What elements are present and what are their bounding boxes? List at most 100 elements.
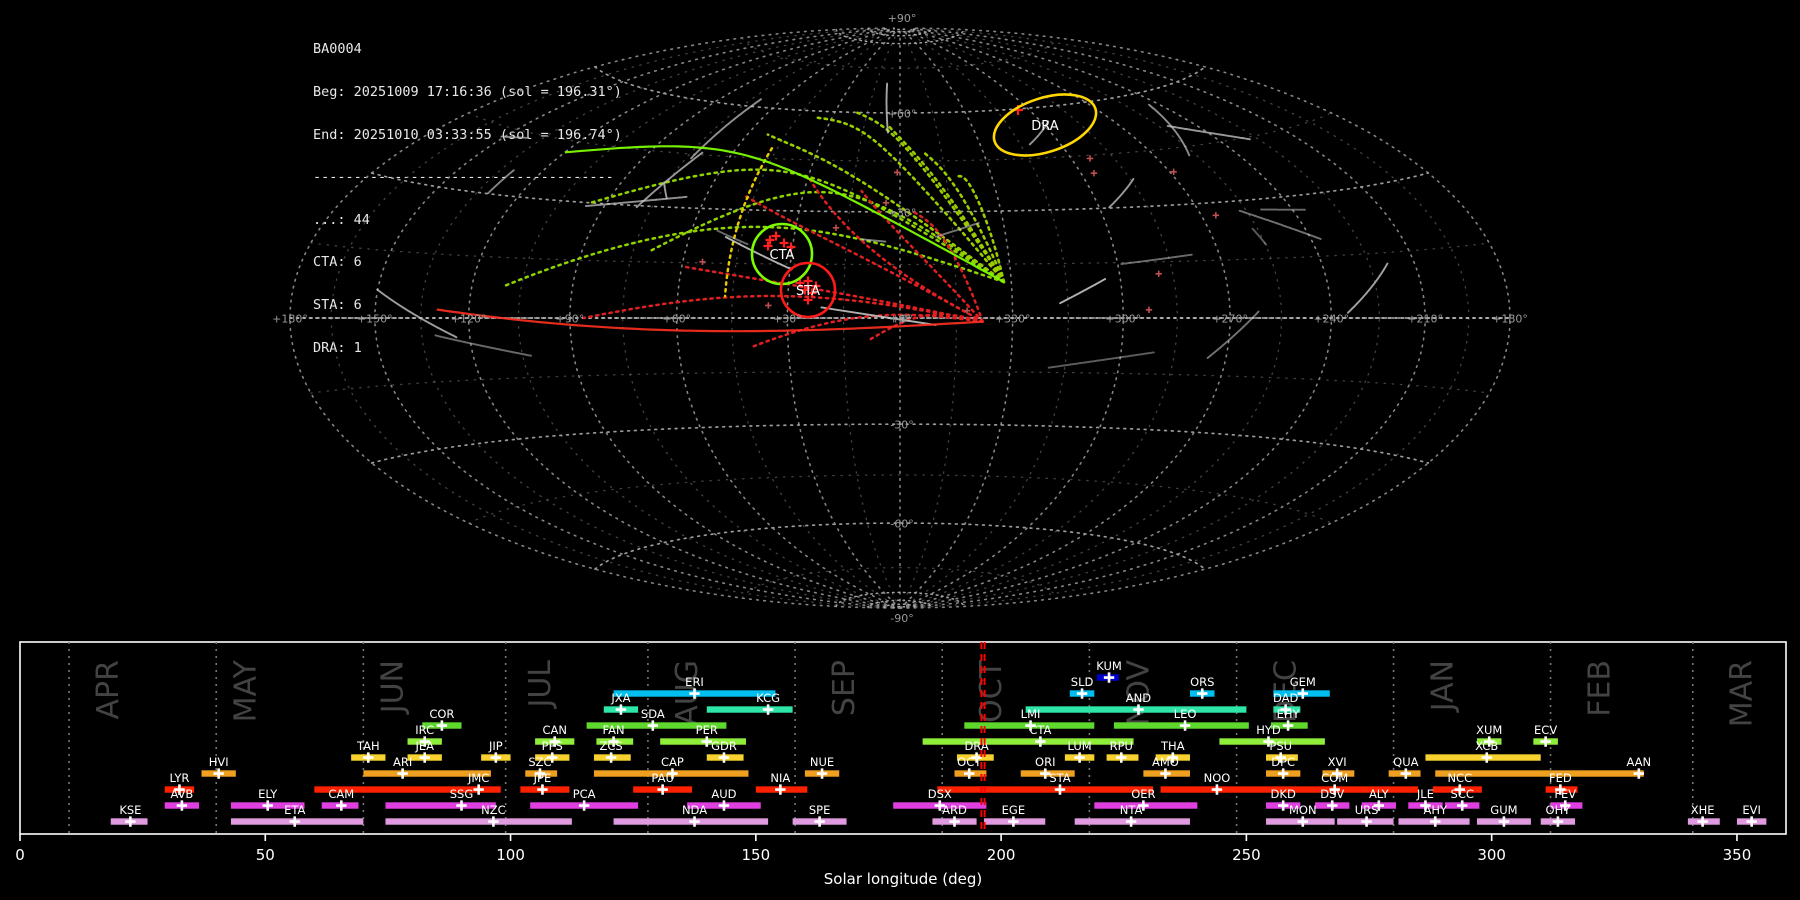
shower-entry[interactable]: CAN [535,723,575,747]
shower-entry[interactable]: XVI [1322,755,1355,779]
shower-entry[interactable]: EGE [983,803,1046,827]
shower-entry[interactable]: AVB [164,787,200,811]
shower-entry[interactable]: JIP [481,739,511,763]
shower-activity-bar[interactable] [1270,786,1419,793]
shower-timeline-panel[interactable]: APRMAYJUNJULAUGSEPOCTNOVDECJANFEBMAR KUM… [0,630,1800,900]
shower-entry[interactable]: GUM [1476,803,1531,827]
shower-entry[interactable]: AAN [1435,755,1651,779]
shower-entry[interactable]: SPE [792,803,847,827]
shower-entry[interactable]: JMC [314,771,501,795]
radiant-dra[interactable]: DRA [986,83,1103,167]
shower-activity-bar[interactable] [314,786,501,793]
shower-entry[interactable]: JXA [603,691,639,715]
shower-entry[interactable]: IRC [407,723,442,747]
shower-entry[interactable]: LEO [1113,707,1249,731]
shower-entry[interactable]: CTA [922,723,1134,747]
shower-entry[interactable]: JPE [520,771,570,795]
shower-entry[interactable]: LMI [964,707,1095,731]
shower-activity-bar[interactable] [937,786,1154,793]
shower-entry[interactable]: JEA [407,739,442,763]
shower-entry[interactable]: NOO [1160,771,1271,795]
shower-entry[interactable]: ORI [1020,755,1075,779]
shower-entry[interactable]: KUM [1096,659,1122,683]
shower-entry[interactable]: COM [1270,771,1419,795]
shower-entry[interactable]: ARD [932,803,977,827]
shower-entry[interactable]: NZC [385,803,572,827]
shower-entry[interactable]: URS [1337,803,1394,827]
shower-activity-bar[interactable] [1435,770,1644,777]
shower-entry[interactable]: ZCS [593,739,631,763]
shower-entry[interactable]: CAM [321,787,359,811]
shower-activity-bar[interactable] [706,706,793,713]
shower-entry[interactable]: GDR [706,739,744,763]
shower-entry[interactable]: OER [1094,787,1198,811]
shower-entry[interactable]: AMO [1143,755,1190,779]
shower-entry[interactable]: HVI [201,755,236,779]
shower-peak-marker [1297,688,1308,699]
shower-entry[interactable]: ELY [230,787,305,811]
shower-entry[interactable]: PCA [530,787,639,811]
shower-entry[interactable]: ECV [1533,723,1558,747]
shower-entry[interactable]: DPC [1266,755,1301,779]
shower-entry[interactable]: LYR [164,771,195,795]
shower-entry[interactable]: NUE [804,755,840,779]
shower-entry[interactable]: SZC [525,755,558,779]
shower-entry[interactable]: XHE [1687,803,1720,827]
timeline-shower-bars[interactable]: KUM ERI SLD ORS GEM JXA KCG AND DAD COR SDA LMI LEO E… [110,659,1767,827]
shower-entry[interactable]: MON [1266,803,1335,827]
shower-activity-bar[interactable] [385,802,496,809]
shower-entry[interactable]: PSU [1266,739,1298,763]
shower-code-label: JXA [610,691,630,705]
shower-activity-bar[interactable] [922,738,1134,745]
shower-entry[interactable]: GEM [1273,675,1330,699]
shower-entry[interactable]: ARI [363,755,491,779]
shower-entry[interactable]: DSV [1315,787,1350,811]
shower-entry[interactable]: STA [937,771,1154,795]
shower-entry[interactable]: FEV [1550,787,1583,811]
shower-entry[interactable]: XUM [1476,723,1502,747]
shower-entry[interactable]: PAU [633,771,693,795]
shower-entry[interactable]: DKD [1266,787,1301,811]
shower-entry[interactable]: NCC [1432,771,1482,795]
shower-entry[interactable]: AHY [1398,803,1470,827]
shower-entry[interactable]: DAD [1273,691,1301,715]
shower-entry[interactable]: KCG [706,691,793,715]
shower-entry[interactable]: PPS [535,739,570,763]
shower-entry[interactable]: OCT [954,755,987,779]
shower-entry[interactable]: TAH [351,739,386,763]
shower-entry[interactable]: ETA [230,803,364,827]
shower-entry[interactable]: AUD [687,787,761,811]
shower-activity-bar[interactable] [385,818,572,825]
shower-entry[interactable]: ERI [613,675,776,699]
shower-entry[interactable]: AND [1025,691,1247,715]
shower-entry[interactable]: DRA [956,739,994,763]
shower-entry[interactable]: HYD [1219,723,1325,747]
shower-entry[interactable]: CAP [593,755,749,779]
shower-entry[interactable]: KSE [110,803,148,827]
shower-entry[interactable]: EVI [1736,803,1767,827]
shower-entry[interactable]: COR [422,707,462,731]
shower-entry[interactable]: SLD [1069,675,1095,699]
shower-entry[interactable]: SSG [385,787,496,811]
shower-entry[interactable]: DSX [893,787,987,811]
shower-entry[interactable]: LUM [1064,739,1095,763]
shower-entry[interactable]: ORS [1189,675,1215,699]
shower-entry[interactable]: PER [660,723,747,747]
shower-entry[interactable]: FED [1545,771,1578,795]
shower-activity-bar[interactable] [363,770,491,777]
shower-entry[interactable]: FAN [596,723,634,747]
shower-entry[interactable]: NIA [755,771,808,795]
shower-entry[interactable]: JLE [1408,787,1443,811]
shower-entry[interactable]: OHY [1540,803,1576,827]
shower-entry[interactable]: NTA [1074,803,1190,827]
shower-entry[interactable]: QUA [1388,755,1421,779]
shower-entry[interactable]: ALY [1361,787,1397,811]
shower-entry[interactable]: SCC [1445,787,1480,811]
radiant-sta[interactable]: STA [779,261,837,319]
shower-entry[interactable]: SDA [586,707,727,731]
shower-entry[interactable]: EHY [1270,707,1308,731]
shower-entry[interactable]: THA [1155,739,1190,763]
shower-entry[interactable]: RPU [1106,739,1139,763]
shower-entry[interactable]: XCB [1425,739,1541,763]
shower-entry[interactable]: NDA [613,803,769,827]
